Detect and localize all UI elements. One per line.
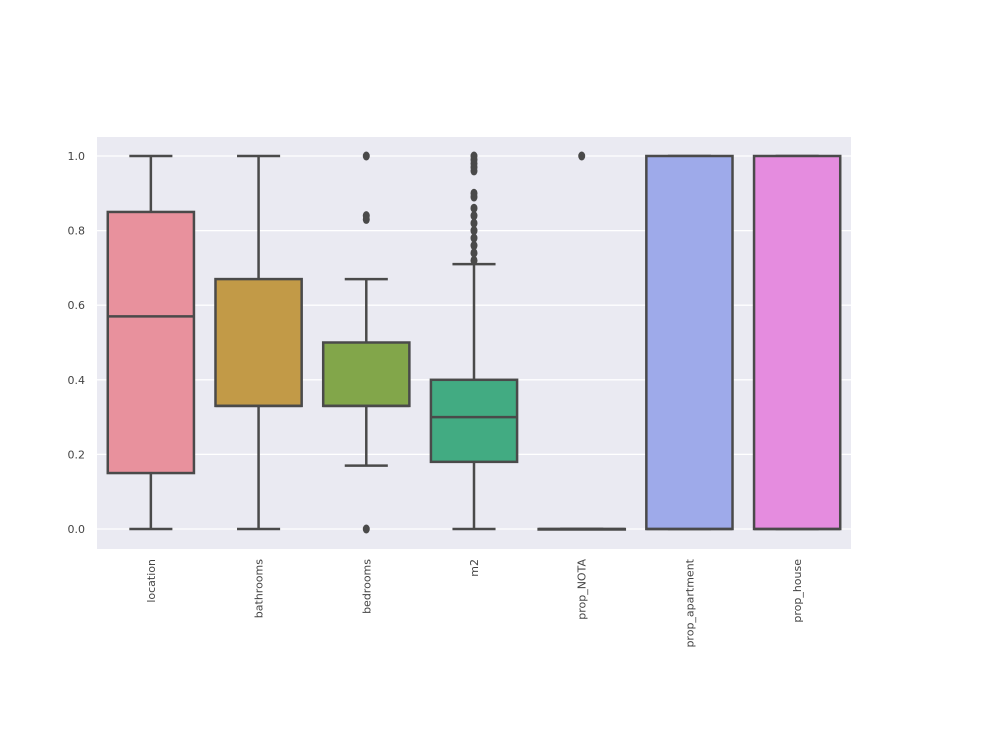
y-tick-label: 0.8 [68, 225, 86, 238]
x-tick-label: location [145, 559, 158, 603]
box-body [429, 378, 519, 464]
y-tick-label: 0.4 [68, 374, 86, 387]
outlier-point [470, 188, 478, 198]
outlier-point [470, 211, 478, 221]
outlier-point [470, 255, 478, 265]
x-axis-ticks: location bathrooms bedrooms m2 prop_NOTA prop… [145, 558, 804, 647]
box-prop_NOTA [537, 151, 627, 531]
outlier-point [362, 211, 370, 221]
y-tick-label: 0.0 [68, 523, 86, 536]
outlier-point [470, 218, 478, 228]
x-tick-label: prop_house [791, 559, 804, 623]
box-body [321, 341, 411, 408]
box-bedrooms [321, 151, 411, 534]
outlier-point [470, 233, 478, 243]
outlier-point [470, 151, 478, 161]
box-body [645, 154, 734, 531]
box-prop_house [752, 154, 842, 531]
y-axis-ticks: 0.0 0.2 0.4 0.6 0.8 1.0 [68, 150, 86, 536]
y-tick-label: 0.6 [68, 299, 86, 312]
x-tick-label: m2 [468, 559, 481, 577]
box-prop_apartment [645, 154, 734, 531]
outlier-point [362, 524, 370, 534]
outlier-point [362, 151, 370, 161]
box-m2 [429, 151, 519, 531]
outlier-point [470, 248, 478, 258]
box-bathrooms [214, 154, 303, 531]
x-tick-label: bedrooms [360, 559, 373, 614]
x-tick-label: bathrooms [253, 559, 266, 618]
y-tick-label: 1.0 [68, 150, 86, 163]
outlier-point [470, 203, 478, 213]
box-location [106, 154, 196, 531]
x-tick-label: prop_NOTA [576, 559, 589, 620]
outlier-point [470, 226, 478, 236]
y-tick-label: 0.2 [68, 448, 86, 461]
boxes [106, 151, 842, 534]
x-tick-label: prop_apartment [683, 558, 696, 647]
box-body [214, 277, 303, 408]
box-body [106, 210, 196, 475]
outlier-point [578, 151, 586, 161]
outlier-point [470, 241, 478, 251]
box-body [752, 154, 842, 531]
